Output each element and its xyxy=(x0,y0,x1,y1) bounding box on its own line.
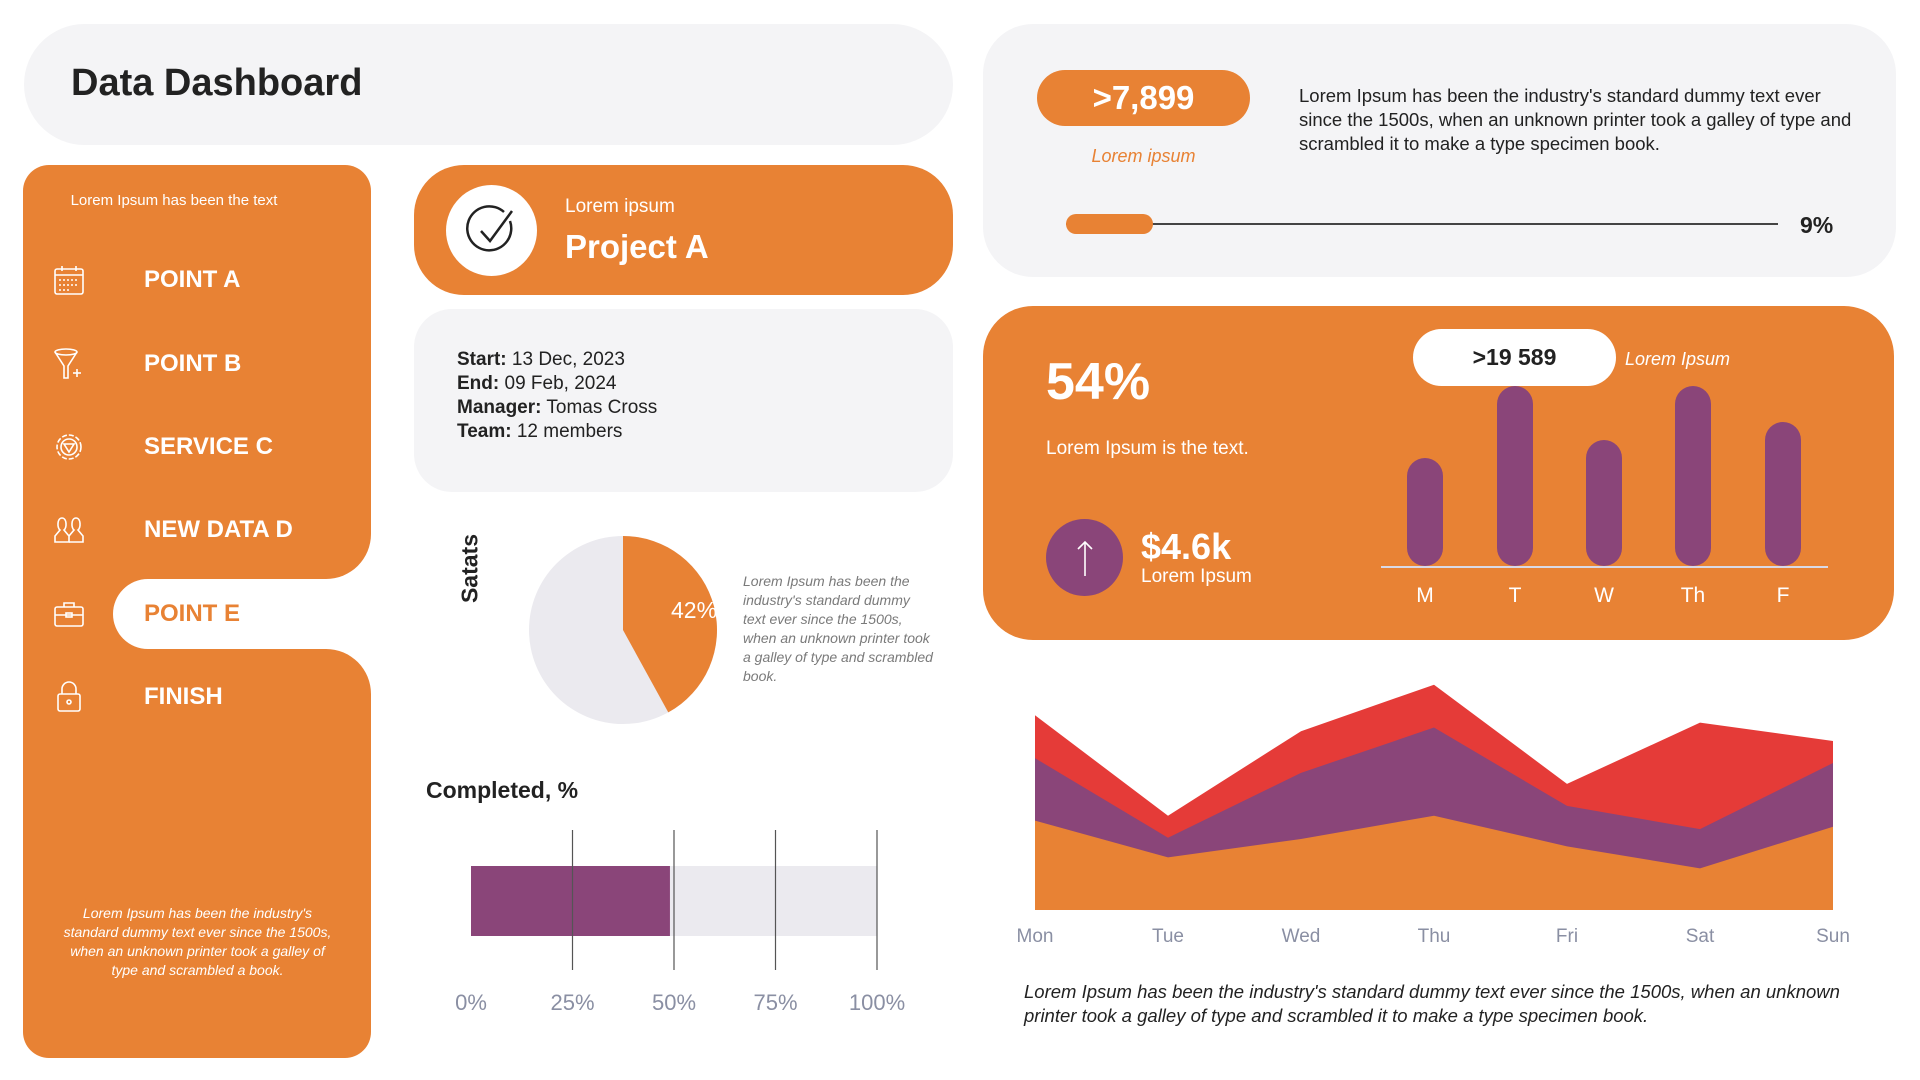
title-card xyxy=(24,24,953,145)
x-tick-label: Tue xyxy=(1152,926,1184,947)
funnel-plus-icon xyxy=(49,344,89,384)
lock-icon xyxy=(49,677,89,717)
value-pill-2-caption: Lorem Ipsum xyxy=(1625,349,1731,369)
bar-label: Th xyxy=(1681,584,1706,607)
briefcase-icon xyxy=(49,594,89,634)
kpi-subtext: Lorem Ipsum is the text. xyxy=(1046,438,1249,459)
progress-track xyxy=(1066,223,1778,225)
stacked-area-chart: Mon Tue Wed Thu Fri Sat Sun xyxy=(1017,684,1850,947)
weekday-bar-chart: M T W Th F xyxy=(1381,386,1828,607)
bar-Th xyxy=(1675,386,1711,566)
area-series-1 xyxy=(1035,815,1833,910)
value-pill-2: >19 589 xyxy=(1413,329,1616,386)
manager-label: Manager: xyxy=(457,397,542,418)
calendar-icon xyxy=(49,260,89,300)
bar-F xyxy=(1765,422,1801,566)
summary-card xyxy=(983,24,1896,277)
x-tick-label: Sat xyxy=(1686,926,1715,947)
x-tick-label: Fri xyxy=(1556,926,1578,947)
page-title: Data Dashboard xyxy=(71,62,363,104)
tick-label: 0% xyxy=(455,990,487,1015)
pie-chart: 42% xyxy=(529,535,717,725)
pie-data-label: 42% xyxy=(671,597,717,623)
tick-label: 100% xyxy=(849,990,905,1015)
tick-label: 50% xyxy=(652,990,696,1015)
sidebar-item-service-c[interactable]: SERVICE C xyxy=(23,412,371,482)
tick-label: 75% xyxy=(753,990,797,1015)
pie-chart-label: Satats xyxy=(456,533,483,604)
sidebar-item-point-b[interactable]: POINT B xyxy=(23,329,371,399)
project-info-card xyxy=(414,309,953,492)
team-size: 12 members xyxy=(511,421,623,442)
kpi-percent: 54% xyxy=(1046,353,1151,411)
project-info: Start: 13 Dec, 2023 End: 09 Feb, 2024 Ma… xyxy=(457,348,657,444)
progress-label: 9% xyxy=(1800,212,1834,238)
sidebar-item-finish[interactable]: FINISH xyxy=(23,662,371,732)
sidebar-item-point-e[interactable]: POINT E xyxy=(23,579,371,649)
bar-label: W xyxy=(1594,584,1614,607)
completed-bar-chart: 0% 25% 50% 75% 100% xyxy=(455,830,905,1015)
users-icon xyxy=(49,510,89,550)
pie-description: Lorem Ipsum has been the industry's stan… xyxy=(743,573,933,684)
bar-W xyxy=(1586,440,1622,566)
arrow-up-icon xyxy=(1046,519,1123,596)
summary-text: Lorem Ipsum has been the industry's stan… xyxy=(1299,85,1852,154)
progress-fill xyxy=(1066,214,1153,234)
x-tick-label: Sun xyxy=(1816,926,1850,947)
team-label: Team: xyxy=(457,421,512,442)
x-tick-label: Mon xyxy=(1017,926,1054,947)
pie-slice-42 xyxy=(623,536,717,713)
x-tick-label: Wed xyxy=(1282,926,1321,947)
sidebar-item-label: NEW DATA D xyxy=(144,516,293,543)
bar-label: M xyxy=(1416,584,1434,607)
check-circle-icon xyxy=(446,185,537,276)
sidebar-item-label: POINT B xyxy=(144,350,242,377)
sidebar-item-label: FINISH xyxy=(144,683,223,710)
kpi-money: $4.6k xyxy=(1141,526,1232,567)
project-subtitle: Lorem ipsum xyxy=(565,196,675,217)
bar-T xyxy=(1497,386,1533,566)
area-chart-caption: Lorem Ipsum has been the industry's stan… xyxy=(1024,981,1840,1026)
bar-label: T xyxy=(1509,584,1522,607)
project-title: Project A xyxy=(565,228,709,265)
start-label: Start: xyxy=(457,349,507,370)
start-date: 13 Dec, 2023 xyxy=(506,349,625,370)
active-item-highlight xyxy=(113,579,371,649)
tick-label: 25% xyxy=(550,990,594,1015)
sidebar-item-point-a[interactable]: POINT A xyxy=(23,245,371,315)
completed-chart-title: Completed, % xyxy=(426,777,579,803)
sidebar-footer-text: Lorem Ipsum has been the industry's stan… xyxy=(63,905,332,978)
sidebar-header-text: Lorem Ipsum has been the text xyxy=(70,192,278,209)
bar-label: F xyxy=(1777,584,1790,607)
gear-icon xyxy=(49,427,89,467)
kpi-money-caption: Lorem Ipsum xyxy=(1141,566,1252,587)
x-tick-label: Thu xyxy=(1418,926,1451,947)
bar-completed xyxy=(471,866,670,936)
sidebar-item-label: POINT A xyxy=(144,266,241,293)
sidebar-item-new-data-d[interactable]: NEW DATA D xyxy=(23,495,371,565)
manager-name: Tomas Cross xyxy=(541,397,658,418)
sidebar-item-label: SERVICE C xyxy=(144,433,273,460)
value-caption: Lorem ipsum xyxy=(1091,146,1196,166)
end-label: End: xyxy=(457,373,500,394)
sidebar-item-label: POINT E xyxy=(144,600,241,627)
end-date: 09 Feb, 2024 xyxy=(499,373,617,394)
bar-M xyxy=(1407,458,1443,566)
value-pill: >7,899 xyxy=(1037,70,1250,126)
